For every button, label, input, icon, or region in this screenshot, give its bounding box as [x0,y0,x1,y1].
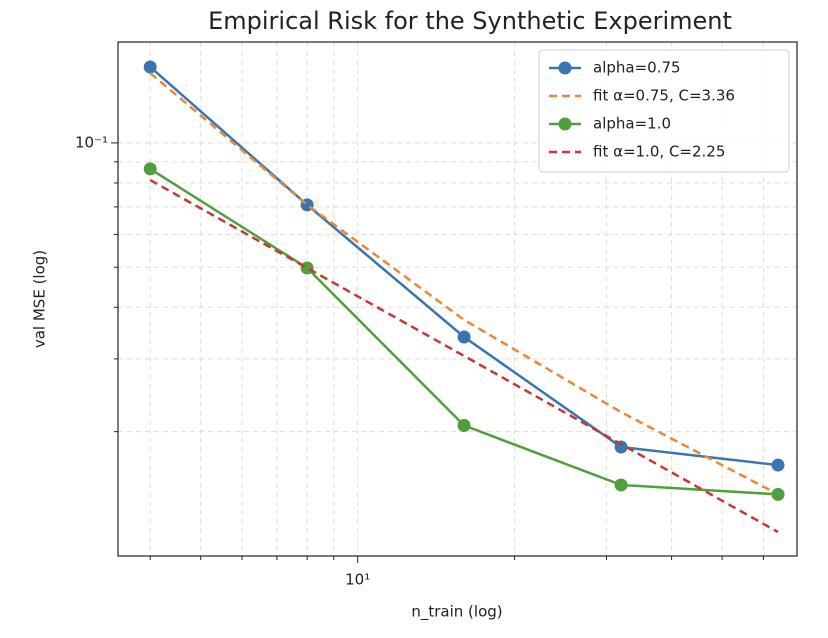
point [143,60,157,74]
point [771,487,785,501]
x-tick-label: 10¹ [345,571,370,589]
series-line [149,178,779,534]
point [614,440,628,454]
point [300,261,314,275]
point [457,418,471,432]
x-axis-label: n_train (log) [411,603,502,622]
legend-label: alpha=1.0 [593,115,671,133]
legend-label: alpha=0.75 [593,59,681,77]
point [457,330,471,344]
point [614,478,628,492]
legend-marker [558,117,572,131]
legend-marker [558,61,572,75]
y-tick-label: 10⁻¹ [75,133,108,151]
legend-box [538,49,790,173]
plot-frame [117,41,798,557]
point [771,458,785,472]
series-line [149,72,779,496]
chart-title: Empirical Risk for the Synthetic Experim… [208,7,732,35]
legend-label: fit α=1.0, C=2.25 [593,143,725,161]
legend-label: fit α=0.75, C=3.36 [593,87,735,105]
y-axis-label: val MSE (log) [31,250,49,348]
point [143,162,157,176]
